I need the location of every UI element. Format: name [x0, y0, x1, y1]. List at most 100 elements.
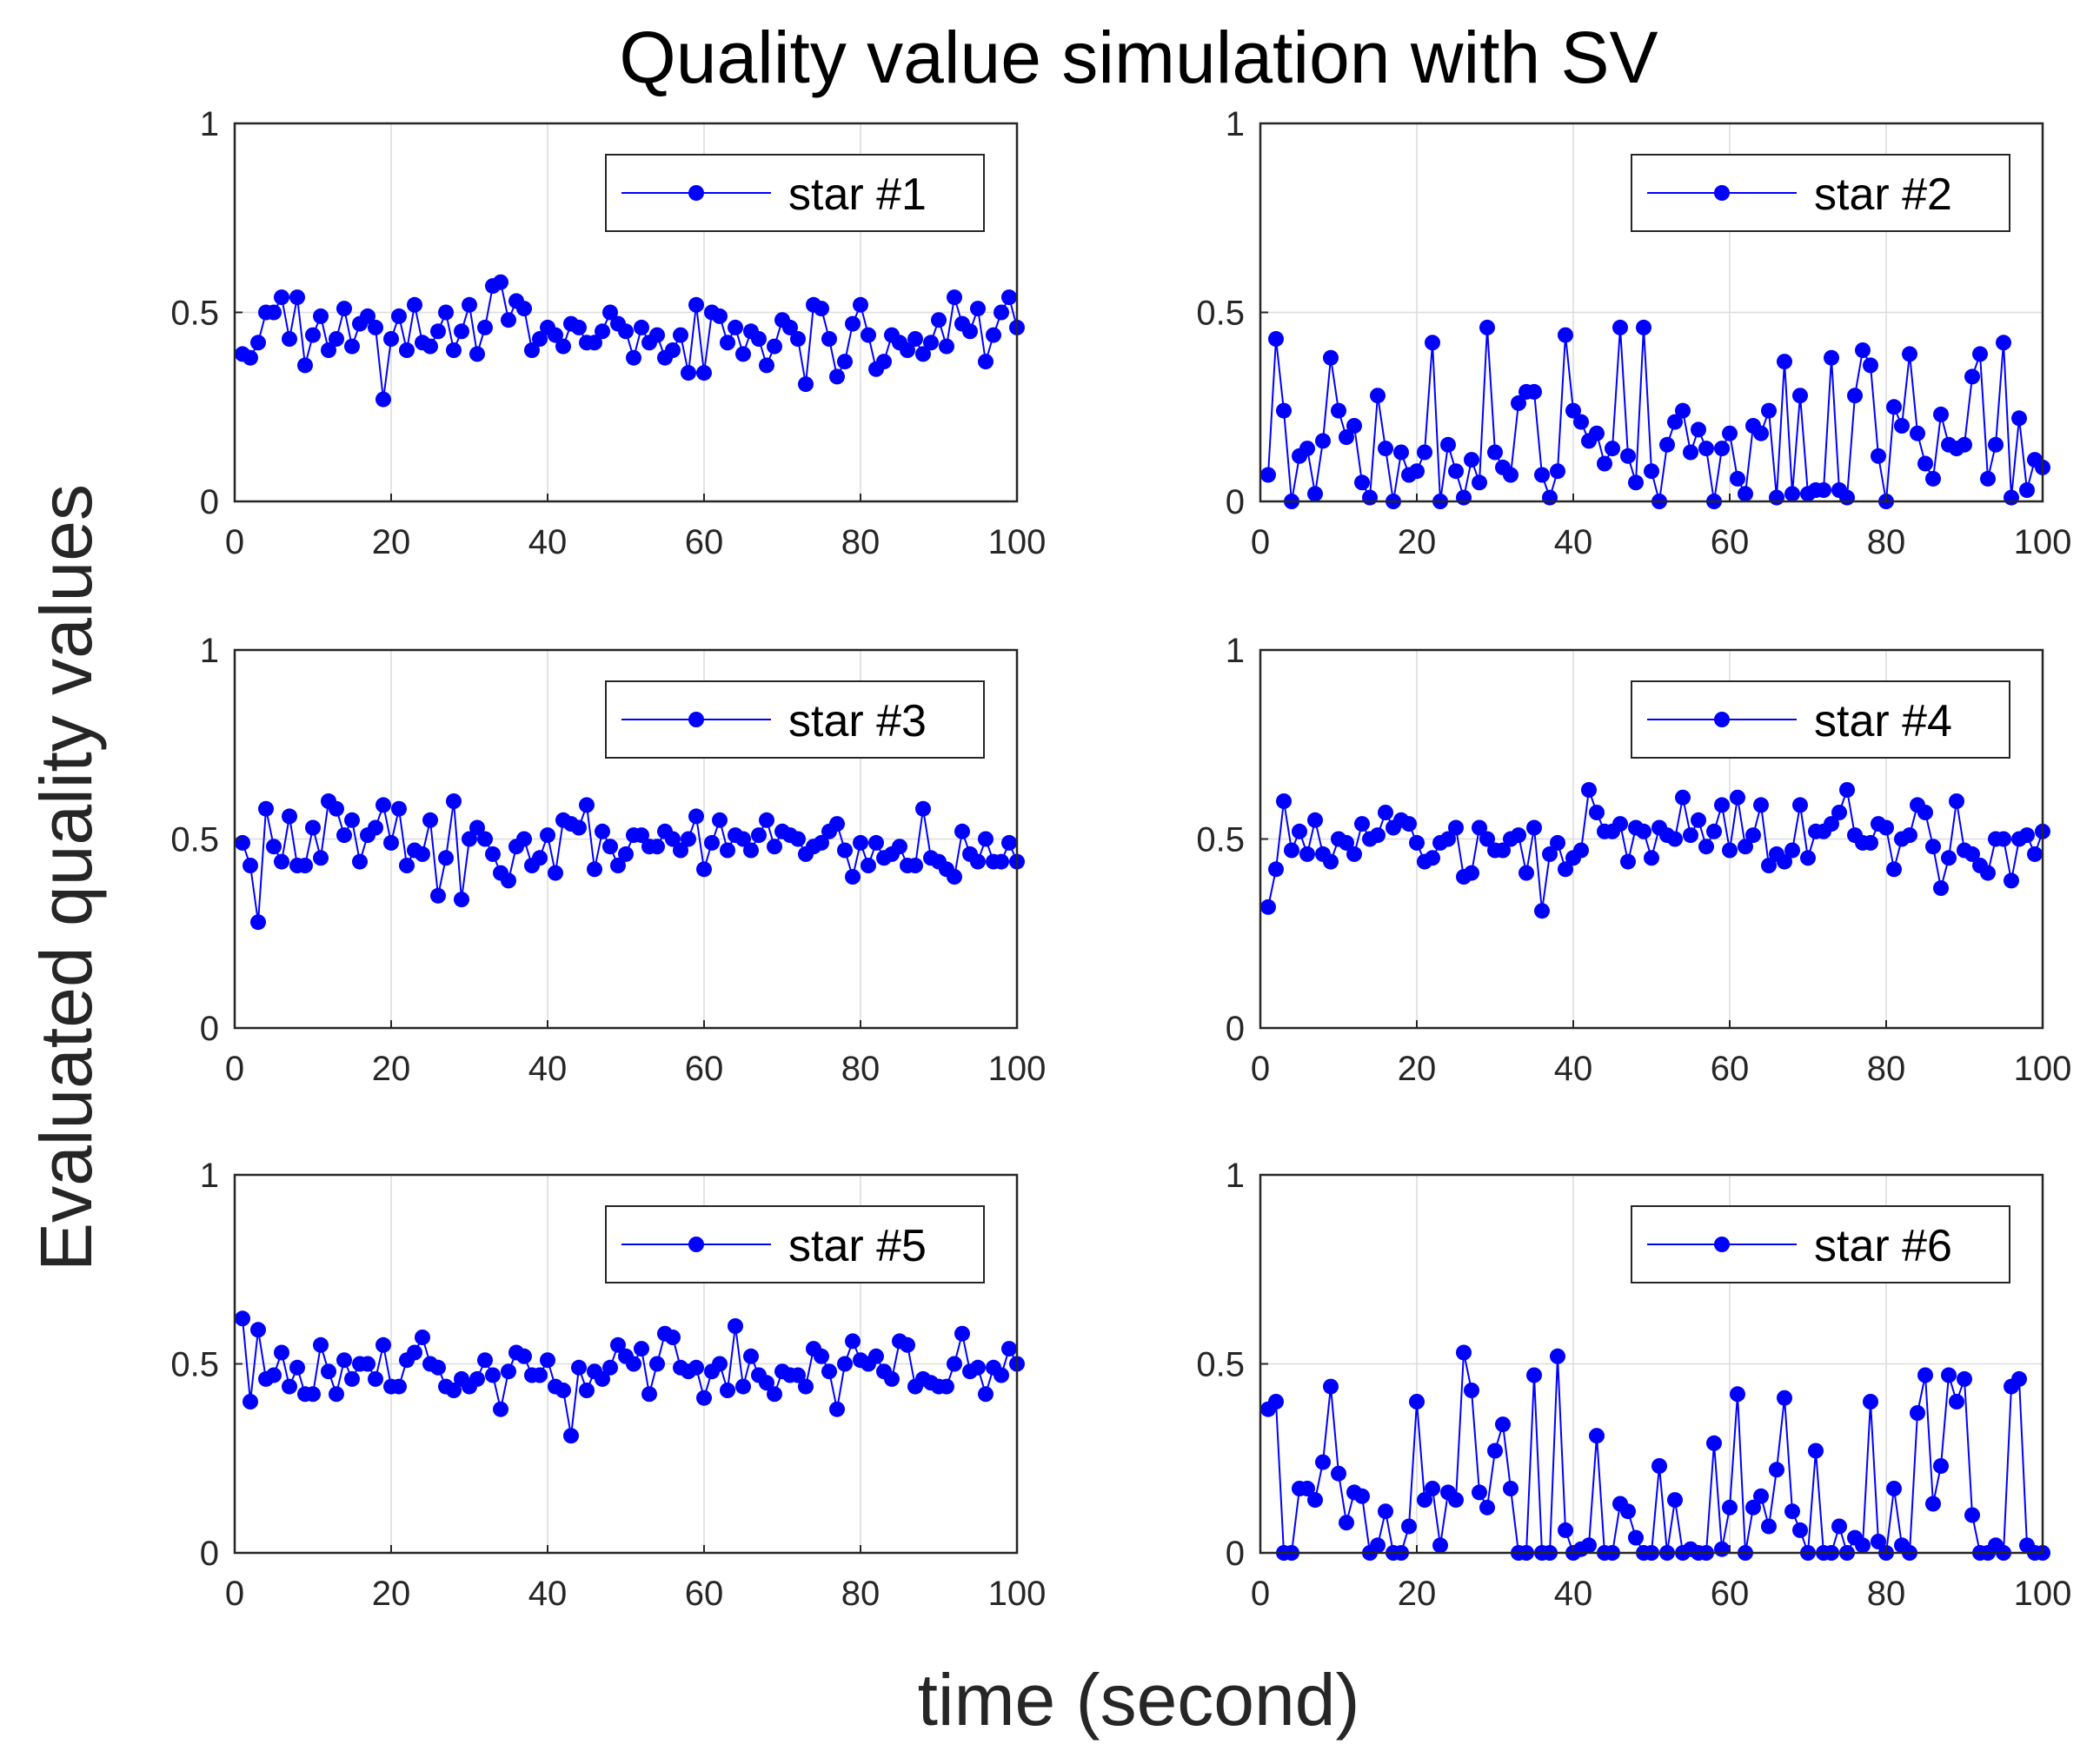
data-point: [438, 304, 454, 321]
data-point: [735, 831, 751, 847]
data-point: [344, 812, 360, 828]
data-point: [790, 831, 806, 847]
x-tick-label: 80: [841, 1050, 881, 1088]
data-point: [1534, 903, 1550, 919]
data-point: [2019, 482, 2035, 498]
data-point: [1456, 489, 1472, 506]
data-point: [970, 1359, 986, 1376]
data-point: [532, 331, 548, 347]
data-point: [1409, 463, 1425, 480]
data-point: [1667, 414, 1683, 430]
data-point: [336, 827, 352, 844]
data-point: [688, 1359, 704, 1376]
data-point: [1339, 834, 1354, 851]
data-point: [665, 342, 681, 358]
data-point: [712, 308, 728, 324]
data-point: [1550, 463, 1565, 480]
data-point: [1753, 1488, 1769, 1504]
data-point: [469, 346, 485, 362]
x-tick-label: 0: [1251, 1050, 1270, 1088]
x-tick-label: 40: [528, 1575, 568, 1613]
data-point: [1542, 846, 1558, 862]
data-point: [814, 1348, 829, 1364]
data-point: [1503, 1481, 1519, 1496]
series-line: [1267, 327, 2044, 502]
data-point: [383, 834, 399, 851]
data-point: [1839, 489, 1855, 506]
legend: star #6: [1631, 1205, 2010, 1283]
data-point: [1917, 1367, 1933, 1383]
data-point: [446, 793, 462, 809]
data-point: [868, 1348, 884, 1364]
data-point: [634, 1341, 649, 1357]
data-point: [861, 858, 876, 873]
data-point: [430, 887, 446, 904]
data-point: [1964, 1507, 1980, 1523]
data-point: [845, 869, 861, 885]
x-tick-label: 40: [1554, 1050, 1593, 1088]
data-point: [1620, 853, 1636, 870]
data-point: [571, 1359, 587, 1376]
subplot-3: 0 20 40 60 80 100 0 0.5 1 star #3: [170, 632, 1046, 1088]
data-point: [1910, 1405, 1925, 1421]
data-point: [1354, 816, 1370, 832]
data-point: [1354, 474, 1370, 491]
data-point: [391, 800, 407, 817]
data-point: [407, 296, 422, 313]
data-point: [563, 1428, 579, 1444]
data-point: [1824, 349, 1839, 366]
x-tick-label: 40: [1554, 1575, 1593, 1613]
data-point: [751, 331, 767, 347]
legend-marker: [1714, 712, 1730, 727]
data-point: [720, 842, 735, 859]
data-point: [696, 1390, 712, 1406]
data-point: [735, 1378, 751, 1395]
data-point: [368, 1370, 383, 1387]
data-point: [1448, 819, 1464, 836]
data-point: [1925, 1496, 1941, 1512]
data-point: [1691, 812, 1706, 828]
x-tick-label: 40: [1554, 523, 1593, 561]
data-point: [1941, 1367, 1957, 1383]
data-point: [1917, 455, 1933, 472]
data-point: [1675, 789, 1691, 806]
data-point: [1738, 486, 1753, 502]
x-tick-label: 0: [225, 523, 244, 561]
data-point: [970, 853, 986, 870]
data-point: [493, 274, 508, 290]
data-point: [907, 331, 923, 347]
data-point: [1777, 354, 1792, 370]
data-point: [368, 319, 383, 335]
y-tick-label: 0.5: [170, 1346, 219, 1384]
data-point: [258, 800, 274, 817]
data-point: [399, 858, 415, 873]
data-point: [1440, 436, 1456, 453]
data-point: [1284, 842, 1299, 859]
data-point: [1683, 827, 1698, 844]
data-point: [1362, 489, 1378, 506]
data-point: [829, 1401, 845, 1417]
data-point: [1526, 383, 1542, 400]
data-point: [720, 1383, 735, 1398]
data-point: [1902, 827, 1917, 844]
data-point: [1425, 850, 1440, 866]
x-tick-label: 60: [1711, 523, 1750, 561]
data-point: [798, 1378, 814, 1395]
legend-label: star #3: [788, 696, 927, 746]
data-point: [947, 289, 962, 306]
data-point: [462, 831, 477, 847]
data-point: [383, 331, 399, 347]
data-point: [814, 301, 829, 317]
data-point: [2004, 489, 2019, 506]
data-point: [1409, 834, 1425, 851]
data-point: [759, 812, 774, 828]
data-point: [1855, 1537, 1871, 1554]
x-tick-label: 20: [372, 1575, 411, 1613]
data-point: [430, 1359, 446, 1376]
data-point: [1503, 467, 1519, 483]
data-point: [1784, 842, 1800, 859]
data-point: [1996, 335, 2011, 351]
data-point: [1933, 406, 1949, 422]
data-point: [1425, 1481, 1440, 1496]
